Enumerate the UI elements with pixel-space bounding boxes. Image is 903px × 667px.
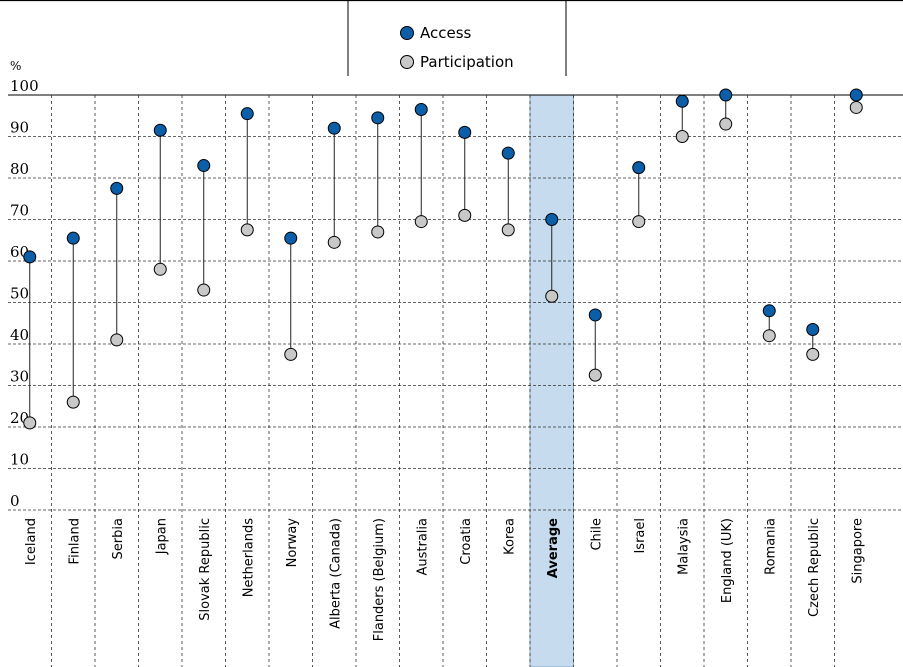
gridlines (8, 94, 903, 667)
x-axis-labels: Iceland Finland Serbia Japan Slovak Republic… (24, 518, 866, 642)
y-tick-label: 0 (10, 492, 20, 510)
highlight-layer (529, 94, 574, 667)
access-point (545, 213, 559, 226)
access-point (23, 250, 37, 264)
access-point (197, 159, 211, 173)
access-point (849, 88, 863, 102)
access-point (458, 125, 472, 139)
category-label: Flanders (Belgium) (372, 518, 387, 641)
category-label: Australia (415, 518, 430, 576)
access-point (501, 146, 515, 160)
participation-point (110, 333, 124, 347)
access-point (153, 123, 167, 137)
access-point (632, 161, 646, 175)
dumbbell-marks (23, 88, 863, 430)
participation-point (632, 215, 646, 229)
participation-point (66, 395, 80, 409)
y-tick-label: 100 (10, 77, 39, 95)
y-unit-label: % (10, 59, 21, 73)
legend-access-label: Access (420, 24, 472, 42)
participation-point (414, 215, 428, 229)
access-point (66, 231, 80, 245)
participation-point (284, 347, 298, 361)
category-label: Japan (154, 518, 169, 555)
access-point (240, 107, 254, 121)
category-label: Average (546, 518, 561, 578)
participation-point (197, 283, 211, 297)
category-label: Finland (67, 518, 82, 564)
participation-point (588, 368, 602, 382)
participation-point (545, 289, 559, 303)
y-tick-label: 90 (10, 119, 29, 137)
legend-participation-marker (400, 55, 414, 69)
y-tick-label: 50 (10, 285, 29, 303)
highlight-band (529, 94, 574, 667)
category-label: Singapore (850, 518, 865, 584)
participation-point (849, 100, 863, 114)
category-label: England (UK) (720, 518, 735, 603)
access-point (675, 94, 689, 108)
category-label: Norway (285, 518, 300, 568)
y-tick-label: 70 (10, 202, 29, 220)
access-point (327, 121, 341, 135)
participation-point (458, 208, 472, 222)
participation-point (327, 235, 341, 249)
category-label: Netherlands (241, 518, 256, 597)
legend: Access Participation (347, 0, 567, 76)
category-label: Serbia (111, 518, 126, 559)
participation-point (719, 117, 733, 131)
access-point (762, 304, 776, 318)
category-label: Iceland (24, 518, 39, 565)
y-tick-label: 30 (10, 368, 29, 386)
category-label: Malaysia (676, 518, 691, 575)
participation-point (501, 223, 515, 237)
participation-point (153, 262, 167, 276)
category-label: Israel (633, 518, 648, 554)
category-label: Czech Republic (807, 518, 822, 617)
category-label: Romania (763, 518, 778, 575)
access-point (371, 111, 385, 125)
access-point (110, 181, 124, 195)
y-tick-label: 10 (10, 451, 29, 469)
access-point (806, 322, 820, 336)
participation-point (762, 329, 776, 343)
access-point (719, 88, 733, 102)
access-point (588, 308, 602, 322)
y-tick-label: 40 (10, 326, 29, 344)
category-label: Alberta (Canada) (328, 518, 343, 629)
legend-participation-label: Participation (420, 53, 514, 71)
participation-point (675, 130, 689, 143)
participation-point (806, 347, 820, 361)
category-label: Chile (589, 518, 604, 551)
participation-point (240, 223, 254, 237)
participation-point (371, 225, 385, 239)
access-point (414, 103, 428, 117)
category-label: Korea (502, 518, 517, 555)
category-label: Croatia (459, 518, 474, 565)
category-label: Slovak Republic (198, 518, 213, 621)
participation-point (23, 416, 37, 430)
access-point (284, 231, 298, 245)
y-tick-label: 80 (10, 160, 29, 178)
legend-access-marker (400, 26, 414, 40)
